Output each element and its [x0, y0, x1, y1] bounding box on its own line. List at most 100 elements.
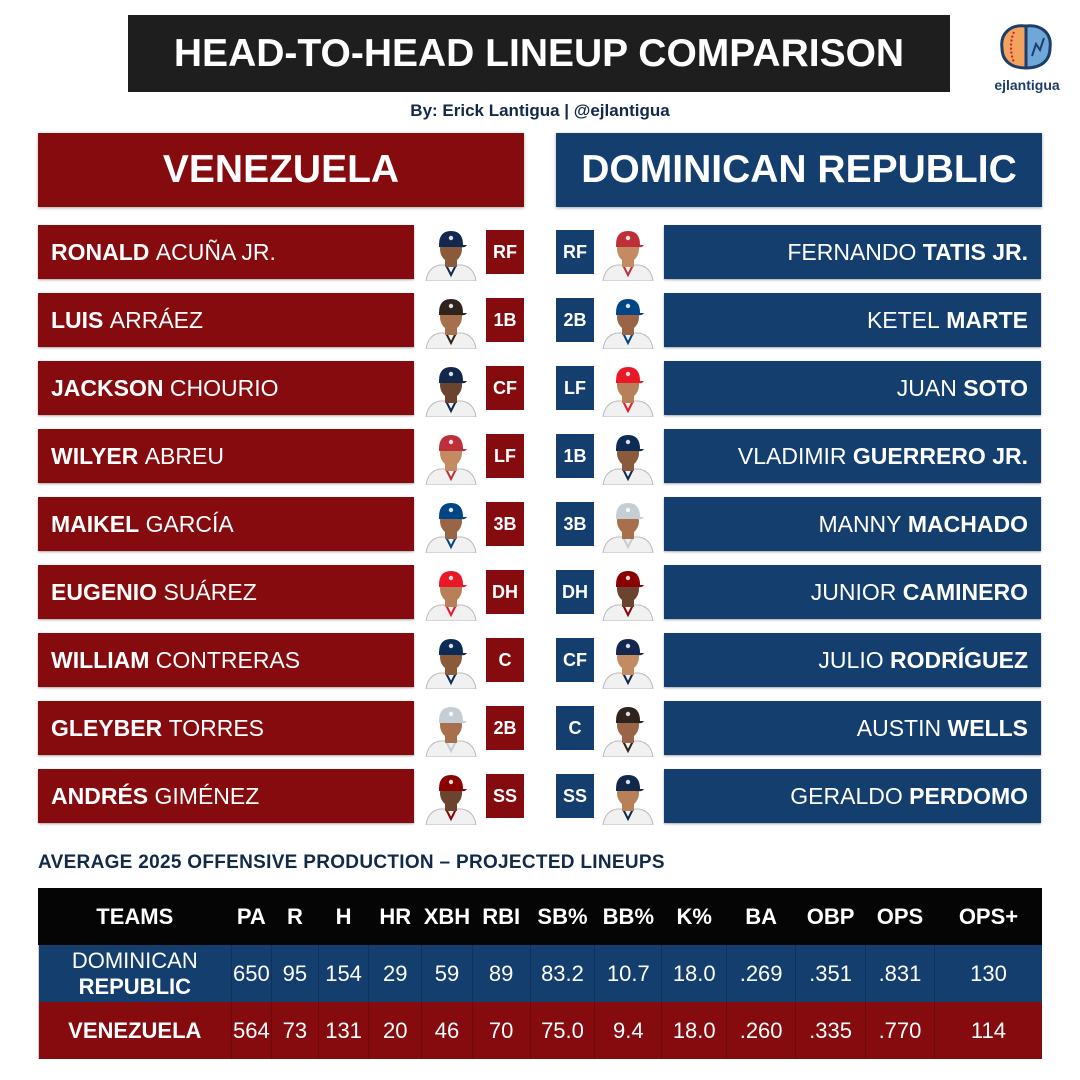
position-badge: DH	[486, 570, 524, 614]
dominican-player-row: DH JUNIOR CAMINERO	[0, 565, 1060, 621]
position-badge: 3B	[486, 502, 524, 546]
stats-row: DOMINICAN REPUBLIC 650 95 154 29 59 89 83.2 10.7…	[38, 945, 1042, 1002]
player-first-name: FERNANDO	[787, 238, 917, 265]
player-headshot	[420, 225, 482, 281]
player-first-name: LUIS	[51, 306, 104, 333]
player-last-name: SOTO	[963, 374, 1028, 401]
stats-cell: .831	[865, 945, 935, 1002]
dominican-player-row: 1B VLADIMIR GUERRERO JR.	[0, 429, 1060, 485]
player-name: WILLIAM CONTRERAS	[38, 633, 414, 687]
logo-text: ejlantigua	[994, 77, 1060, 93]
stats-column-header: HR	[368, 888, 422, 945]
player-last-name: PERDOMO	[909, 782, 1028, 809]
position-badge: CF	[556, 638, 594, 682]
player-last-name: ARRÁEZ	[109, 306, 204, 333]
player-headshot	[597, 225, 659, 281]
player-name: LUIS ARRÁEZ	[38, 293, 414, 347]
player-last-name: CHOURIO	[169, 374, 279, 401]
stats-team-name: DOMINICAN REPUBLIC	[38, 945, 232, 1002]
stats-cell: 73	[271, 1002, 319, 1059]
stats-cell: 89	[471, 945, 531, 1002]
player-headshot	[597, 769, 659, 825]
player-first-name: JACKSON	[51, 374, 164, 401]
player-last-name: CONTRERAS	[155, 646, 301, 673]
team-name-bold: REPUBLIC	[78, 973, 192, 999]
position-badge: SS	[556, 774, 594, 818]
stats-column-header: OBP	[795, 888, 866, 945]
player-name: VLADIMIR GUERRERO JR.	[664, 429, 1041, 483]
stats-section-title: AVERAGE 2025 OFFENSIVE PRODUCTION – PROJ…	[38, 852, 665, 873]
player-name: JUAN SOTO	[664, 361, 1041, 415]
stats-cell: .335	[795, 1002, 866, 1059]
player-first-name: MANNY	[818, 510, 902, 537]
player-name: GLEYBER TORRES	[38, 701, 414, 755]
stats-cell: 59	[421, 945, 473, 1002]
player-first-name: KETEL	[866, 306, 940, 333]
player-headshot	[420, 429, 482, 485]
stats-column-header: PA	[230, 888, 272, 945]
player-name: WILYER ABREU	[38, 429, 414, 483]
player-headshot	[420, 701, 482, 757]
player-headshot	[597, 701, 659, 757]
player-name: JACKSON CHOURIO	[38, 361, 414, 415]
player-first-name: AUSTIN	[856, 714, 942, 741]
player-name: JUNIOR CAMINERO	[664, 565, 1041, 619]
team-header-dominican-republic: DOMINICAN REPUBLIC	[556, 133, 1042, 207]
player-last-name: SUÁREZ	[163, 578, 257, 605]
stats-cell: 95	[271, 945, 319, 1002]
stats-column-header: RBI	[471, 888, 531, 945]
dominican-player-row: SS GERALDO PERDOMO	[0, 769, 1060, 825]
player-headshot	[597, 633, 659, 689]
player-headshot	[420, 361, 482, 417]
player-last-name: MACHADO	[907, 510, 1028, 537]
byline: By: Erick Lantigua | @ejlantigua	[410, 101, 670, 120]
stats-cell: .351	[795, 945, 866, 1002]
stats-table: TEAMS PA R H HR XBH RBI SB% BB% K% BA OBP OPS OPS+ DO…	[38, 888, 1042, 1059]
position-badge: LF	[556, 366, 594, 410]
stats-header-row: TEAMS PA R H HR XBH RBI SB% BB% K% BA OBP OPS OPS+	[38, 888, 1042, 945]
player-first-name: JUAN	[896, 374, 957, 401]
player-name: ANDRÉS GIMÉNEZ	[38, 769, 414, 823]
player-headshot	[420, 633, 482, 689]
stats-cell: 70	[471, 1002, 531, 1059]
player-last-name: RODRÍGUEZ	[890, 646, 1028, 673]
stats-cell: 564	[230, 1002, 272, 1059]
venezuela-player-row: GLEYBER TORRES 2B	[0, 701, 540, 757]
player-name: RONALD ACUÑA JR.	[38, 225, 414, 279]
stats-cell: 46	[421, 1002, 473, 1059]
position-badge: 2B	[556, 298, 594, 342]
position-badge: 1B	[556, 434, 594, 478]
player-first-name: ANDRÉS	[51, 782, 149, 809]
stats-cell: .770	[865, 1002, 935, 1059]
player-first-name: GERALDO	[790, 782, 903, 809]
dominican-player-row: RF FERNANDO TATIS JR.	[0, 225, 1060, 281]
position-badge: C	[486, 638, 524, 682]
stats-row: VENEZUELA 564 73 131 20 46 70 75.0 9.4 18.0.260.3…	[38, 1002, 1042, 1059]
stats-cell: 650	[230, 945, 272, 1002]
stats-column-header: BB%	[594, 888, 662, 945]
venezuela-player-row: ANDRÉS GIMÉNEZ SS	[0, 769, 540, 825]
dominican-player-row: LF JUAN SOTO	[0, 361, 1060, 417]
position-badge: 3B	[556, 502, 594, 546]
player-headshot	[420, 565, 482, 621]
position-badge: C	[556, 706, 594, 750]
player-last-name: GUERRERO JR.	[852, 442, 1028, 469]
team-name-part: DOMINICAN	[71, 947, 198, 973]
player-headshot	[597, 429, 659, 485]
player-first-name: VLADIMIR	[737, 442, 847, 469]
player-name: MAIKEL GARCÍA	[38, 497, 414, 551]
player-last-name: WELLS	[947, 714, 1029, 741]
player-name: AUSTIN WELLS	[664, 701, 1041, 755]
dominican-player-row: C AUSTIN WELLS	[0, 701, 1060, 757]
player-last-name: TATIS JR.	[922, 238, 1028, 265]
stats-column-header: SB%	[529, 888, 595, 945]
venezuela-player-row: EUGENIO SUÁREZ DH	[0, 565, 540, 621]
venezuela-player-row: WILLIAM CONTRERAS C	[0, 633, 540, 689]
player-headshot	[597, 361, 659, 417]
stats-cell: 10.7	[594, 945, 662, 1002]
stats-cell: .260	[726, 1002, 796, 1059]
dominican-player-row: 3B MANNY MACHADO	[0, 497, 1060, 553]
player-last-name: GIMÉNEZ	[154, 782, 260, 809]
player-first-name: JUNIOR	[810, 578, 897, 605]
stats-column-header: OPS	[865, 888, 935, 945]
